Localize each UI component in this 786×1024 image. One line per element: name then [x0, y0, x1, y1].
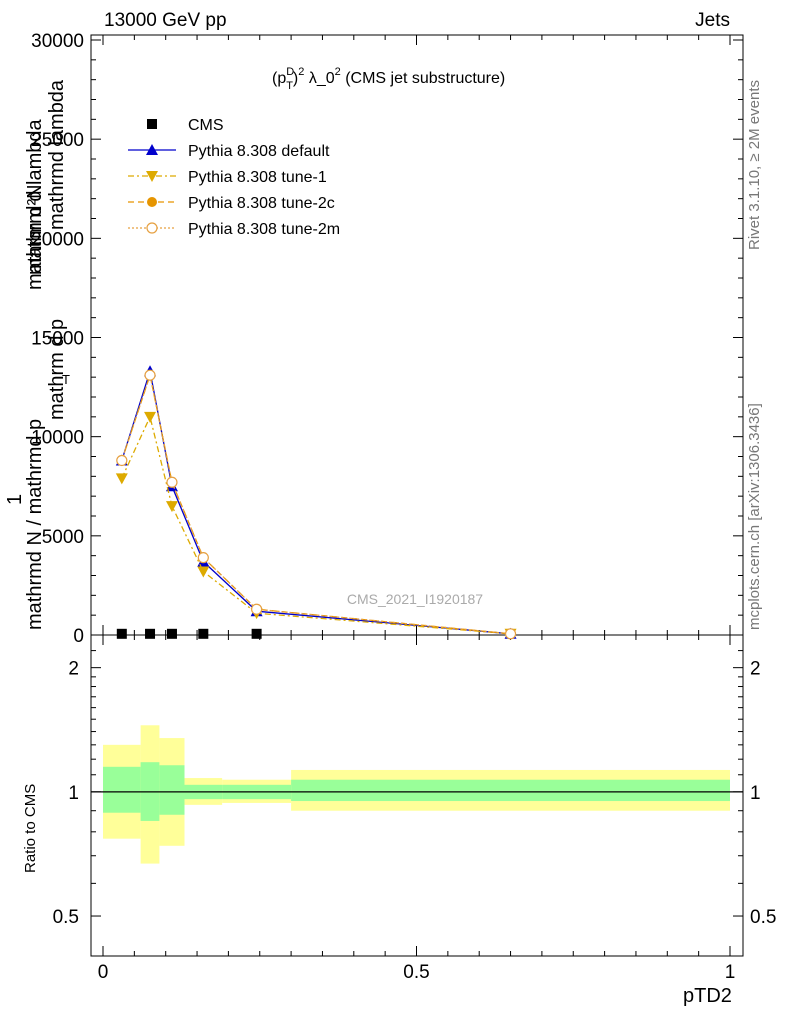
- data-point: [144, 369, 156, 381]
- data-point: [115, 473, 128, 485]
- ratio-y-tick-label: 2: [68, 659, 79, 680]
- main-y-tick-label: 15000: [31, 329, 84, 350]
- ratio-y-ticks: 0.5 0.5 1 1 2 2: [53, 650, 776, 928]
- ratio-band-inner: [103, 766, 141, 813]
- x-axis-label: pTD2: [683, 985, 732, 1007]
- legend-marker: [146, 171, 158, 182]
- legend-marker: [147, 197, 157, 207]
- data-point: [504, 628, 517, 640]
- ratio-band-inner: [159, 765, 185, 815]
- series-line: [121, 371, 511, 635]
- header-left: 13000 GeV pp: [104, 10, 227, 31]
- legend-label: Pythia 8.308 tune-2c: [188, 195, 335, 212]
- series-group: [115, 365, 517, 640]
- ratio-y-tick-label: 1: [68, 783, 79, 804]
- main-y-tick-label: 30000: [31, 31, 84, 52]
- data-point: [251, 628, 262, 639]
- data-point: [251, 603, 263, 615]
- data-point: [198, 628, 209, 639]
- legend-label: CMS: [188, 117, 224, 134]
- data-point: [145, 628, 156, 639]
- main-y-ticks: 0 5000 10000 15000 20000 25000 30000: [31, 31, 743, 647]
- header-right: Jets: [695, 10, 730, 31]
- legend: CMS Pythia 8.308 default Pythia 8.308 tune…: [128, 117, 340, 238]
- legend-marker: [147, 119, 157, 129]
- data-point: [166, 628, 177, 639]
- x-ticks: 0 0.5 1: [98, 35, 736, 983]
- data-point: [144, 411, 157, 423]
- series-line: [121, 372, 511, 635]
- ratio-bands: [103, 725, 730, 864]
- ratio-y-tick-label-right: 0.5: [750, 907, 776, 928]
- legend-label: Pythia 8.308 tune-1: [188, 169, 327, 186]
- series-line: [121, 372, 511, 635]
- legend-marker: [146, 144, 158, 155]
- watermark: CMS_2021_I1920187: [347, 591, 483, 607]
- plot-title: (pD T)2 λ_02 (CMS jet substructure): [272, 66, 505, 92]
- legend-label: Pythia 8.308 default: [188, 143, 330, 160]
- x-tick-label: 1: [725, 962, 736, 983]
- main-y-tick-label: 0: [73, 626, 84, 647]
- main-y-tick-label: 25000: [31, 130, 84, 151]
- ratio-band-inner: [291, 779, 730, 802]
- series-line: [121, 414, 511, 635]
- main-y-tick-label: 5000: [42, 527, 84, 548]
- data-point: [166, 476, 178, 488]
- x-tick-label: 0.5: [403, 962, 429, 983]
- data-point: [197, 566, 210, 578]
- ratio-y-tick-label: 0.5: [53, 907, 79, 928]
- ratio-y-tick-label-right: 2: [750, 659, 761, 680]
- data-point: [197, 552, 209, 564]
- data-point: [165, 501, 178, 513]
- legend-label: Pythia 8.308 tune-2m: [188, 221, 340, 238]
- data-point: [116, 628, 127, 639]
- main-ylabel-subT: T: [62, 372, 70, 387]
- data-point: [116, 454, 128, 467]
- ratio-y-tick-label-right: 1: [750, 783, 761, 804]
- x-tick-label: 0: [98, 962, 109, 983]
- main-y-tick-label: 10000: [31, 428, 84, 449]
- main-y-tick-label: 20000: [31, 229, 84, 250]
- legend-marker: [146, 222, 158, 234]
